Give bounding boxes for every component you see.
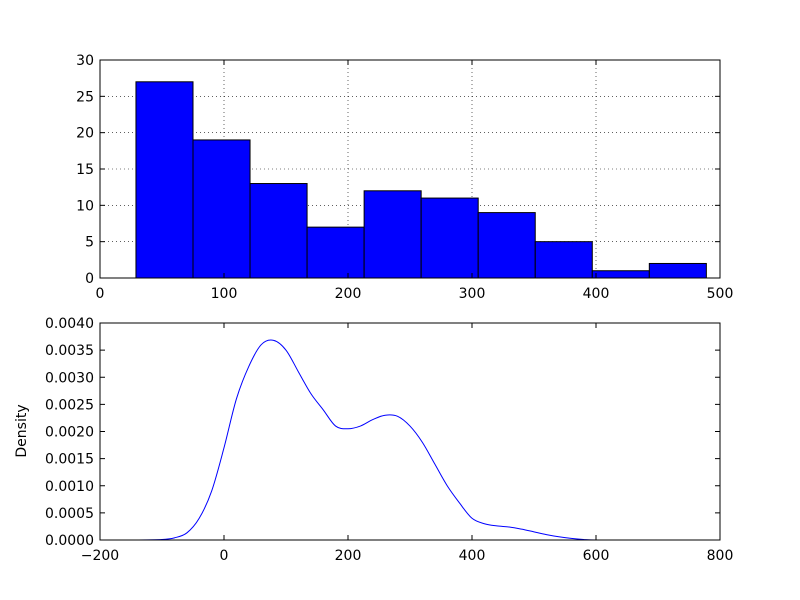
density-x-tick-label: 600 — [583, 548, 610, 564]
density-x-ticks: −200 0 200 400 600 800 — [81, 323, 734, 564]
density-x-tick-label: 200 — [335, 548, 362, 564]
histogram-x-tick-label: 400 — [583, 286, 610, 302]
histogram-y-tick-label: 10 — [76, 198, 94, 214]
density-y-tick-label: 0.0030 — [45, 370, 94, 386]
histogram-y-tick-label: 5 — [85, 235, 94, 251]
histogram-y-tick-label: 25 — [76, 89, 94, 105]
density-y-ticks: 0.0000 0.0005 0.0010 0.0015 0.0020 0.0025 0.00… — [45, 316, 720, 549]
density-y-tick-label: 0.0005 — [45, 506, 94, 522]
histogram-bar — [648, 262, 707, 279]
density-x-tick-label: 400 — [459, 548, 486, 564]
histogram-x-tick-label: 300 — [459, 286, 486, 302]
histogram-bar — [306, 226, 365, 279]
density-x-tick-label: −200 — [81, 548, 119, 564]
density-y-tick-label: 0.0000 — [45, 533, 94, 549]
histogram-y-tick-label: 30 — [76, 53, 94, 69]
histogram-x-tick-label: 200 — [335, 286, 362, 302]
density-y-tick-label: 0.0035 — [45, 343, 94, 359]
density-plot-area — [100, 323, 720, 540]
density-y-tick-label: 0.0020 — [45, 425, 94, 441]
density-y-axis-label: Density — [14, 404, 30, 457]
histogram-bars — [135, 81, 707, 279]
histogram-bar — [249, 183, 308, 279]
histogram-x-ticks: 0 100 200 300 400 500 — [96, 60, 734, 302]
histogram-x-tick-label: 0 — [96, 286, 105, 302]
histogram-y-tick-label: 20 — [76, 126, 94, 142]
histogram-bar — [363, 190, 422, 279]
density-y-tick-label: 0.0015 — [45, 452, 94, 468]
histogram-bar — [477, 212, 536, 279]
histogram-bar — [420, 197, 479, 279]
histogram-x-tick-label: 100 — [211, 286, 238, 302]
histogram-y-tick-label: 0 — [85, 271, 94, 287]
density-y-tick-label: 0.0010 — [45, 479, 94, 495]
histogram-bar — [192, 139, 251, 279]
density-y-tick-label: 0.0025 — [45, 397, 94, 413]
histogram-y-tick-label: 15 — [76, 162, 94, 178]
histogram-bar — [534, 241, 593, 279]
density-x-tick-label: 800 — [707, 548, 734, 564]
histogram-x-tick-label: 500 — [707, 286, 734, 302]
histogram-bar — [135, 81, 194, 279]
density-x-tick-label: 0 — [220, 548, 229, 564]
density-y-tick-label: 0.0040 — [45, 316, 94, 332]
density-panel: −200 0 200 400 600 800 0.00000.00050.00100.00… — [14, 316, 733, 564]
density-line — [99, 339, 670, 541]
histogram-grid — [100, 60, 720, 278]
histogram-bar — [591, 270, 650, 279]
histogram-panel: 0 100 200 300 400 500 0 5 10 15 20 25 30 — [76, 53, 733, 302]
histogram-y-ticks: 0 5 10 15 20 25 30 — [76, 53, 720, 287]
